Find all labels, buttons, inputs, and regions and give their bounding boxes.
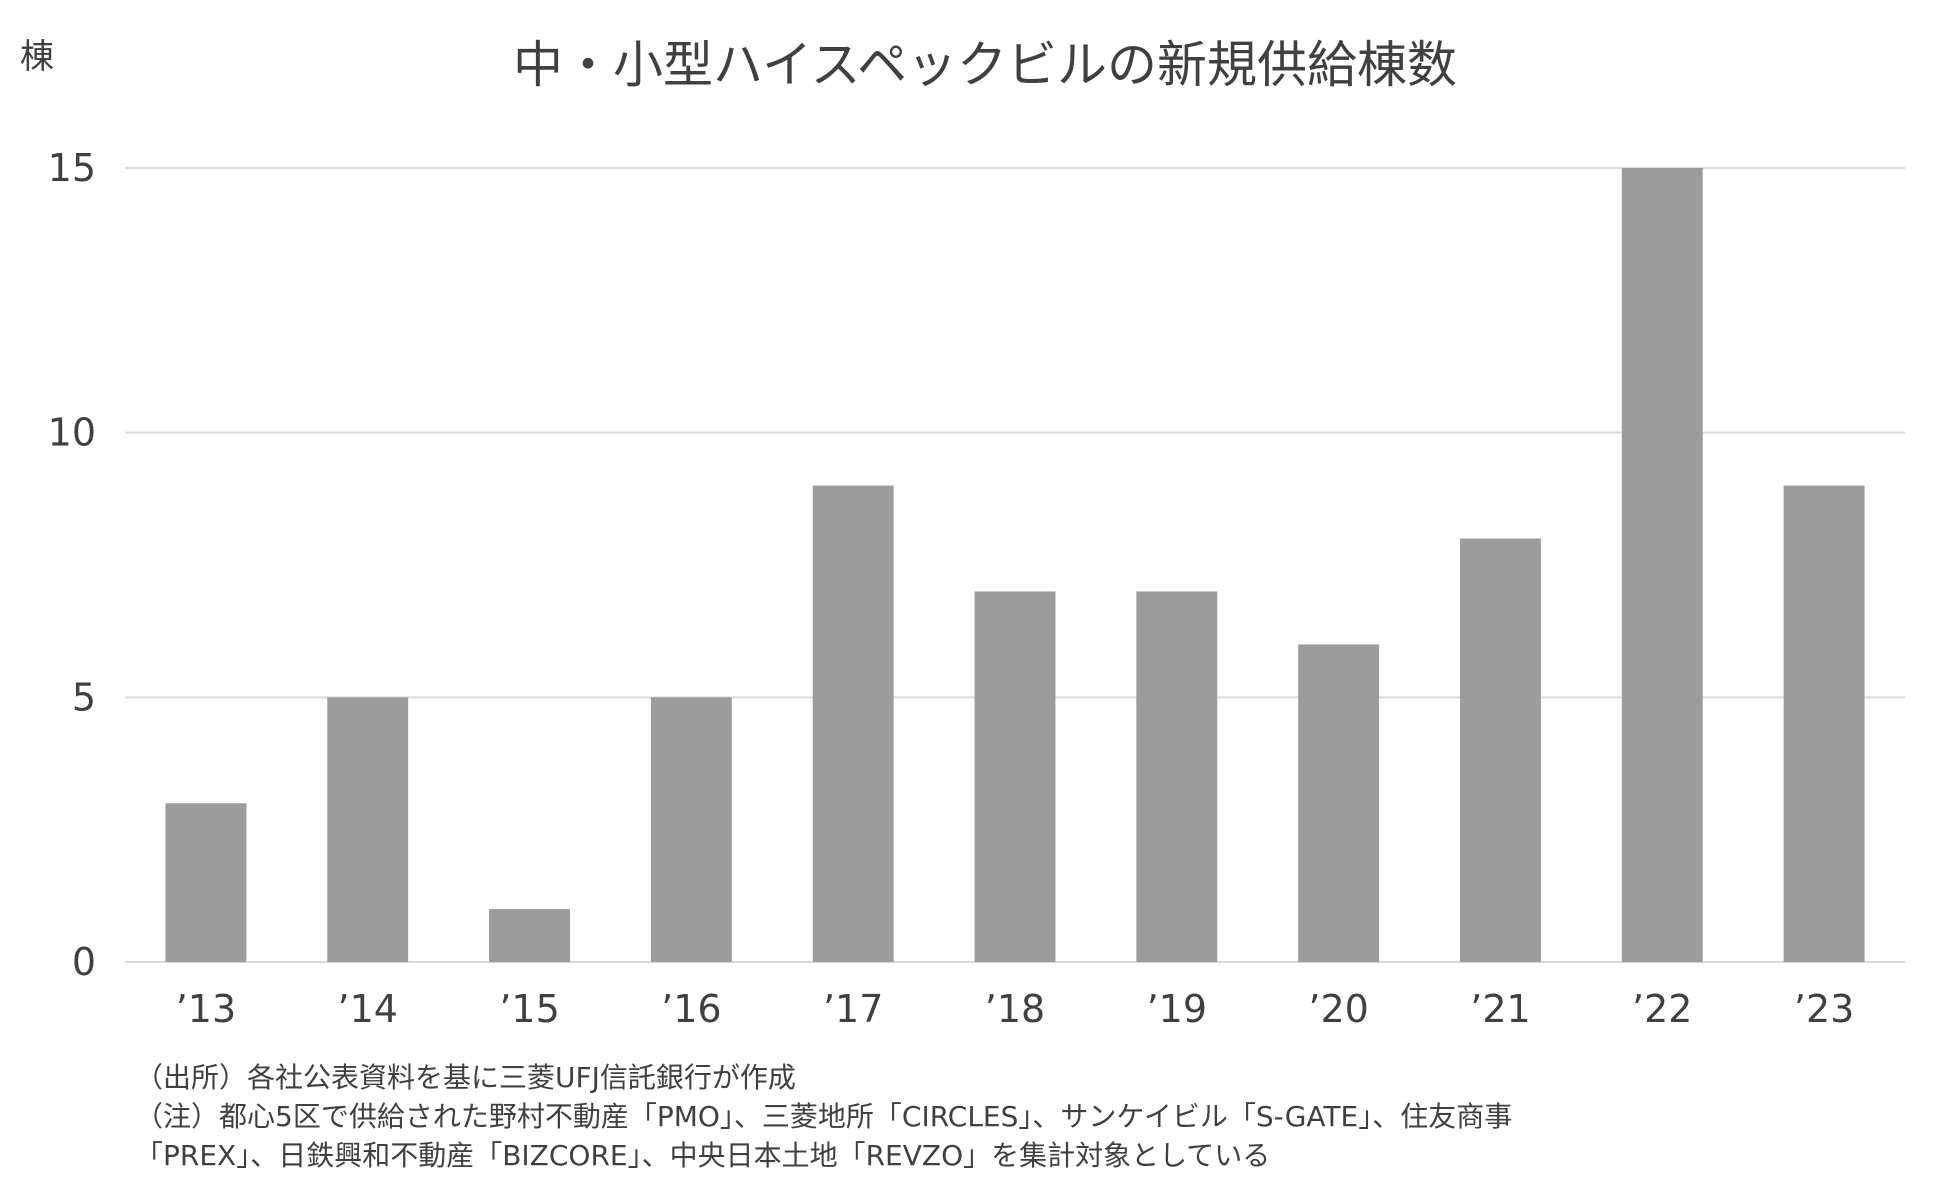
y-tick-label: 0 <box>72 940 96 984</box>
footnote-line-2: 「PREX」、日鉄興和不動産「BIZCORE」、中央日本土地「REVZO」を集計… <box>135 1139 1271 1172</box>
x-tick-label: ’22 <box>1632 987 1692 1031</box>
x-tick-label: ’14 <box>338 987 398 1031</box>
x-tick-label: ’19 <box>1147 987 1207 1031</box>
bar <box>1136 591 1218 962</box>
bar <box>489 909 570 962</box>
x-tick-label: ’13 <box>176 987 236 1031</box>
x-tick-label: ’21 <box>1470 987 1530 1031</box>
chart-notes: （出所）各社公表資料を基に三菱UFJ信託銀行が作成 （注）都心5区で供給された野… <box>135 1058 1512 1175</box>
bar <box>812 485 894 962</box>
x-tick-label: ’15 <box>499 987 559 1031</box>
y-tick-labels: 0 5 10 15 <box>48 146 96 984</box>
x-tick-label: ’16 <box>661 987 721 1031</box>
y-tick-label: 5 <box>72 675 96 719</box>
x-tick-label: ’17 <box>823 987 883 1031</box>
bar <box>1298 644 1380 962</box>
source-note: （出所）各社公表資料を基に三菱UFJ信託銀行が作成 <box>135 1061 796 1094</box>
footnote-line-1: （注）都心5区で供給された野村不動産「PMO」、三菱地所「CIRCLES」、サン… <box>135 1100 1513 1133</box>
y-axis-unit-label: 棟 <box>20 37 54 77</box>
chart-title: 中・小型ハイスペックビルの新規供給棟数 <box>513 36 1457 94</box>
bar <box>1621 168 1703 962</box>
y-tick-label: 15 <box>48 146 96 190</box>
bar <box>327 697 409 962</box>
bar <box>165 803 247 962</box>
bar <box>974 591 1056 962</box>
y-tick-label: 10 <box>48 411 96 455</box>
bar <box>1783 485 1865 962</box>
bar <box>650 697 732 962</box>
x-tick-label: ’23 <box>1794 987 1854 1031</box>
x-tick-label: ’18 <box>985 987 1045 1031</box>
x-tick-label: ’20 <box>1308 987 1368 1031</box>
bars <box>165 168 1865 962</box>
bar <box>1460 538 1541 962</box>
x-tick-labels: ’13 ’14 ’15 ’16 ’17 ’18 ’19 ’20 ’21 ’22 ’23 <box>176 987 1855 1031</box>
